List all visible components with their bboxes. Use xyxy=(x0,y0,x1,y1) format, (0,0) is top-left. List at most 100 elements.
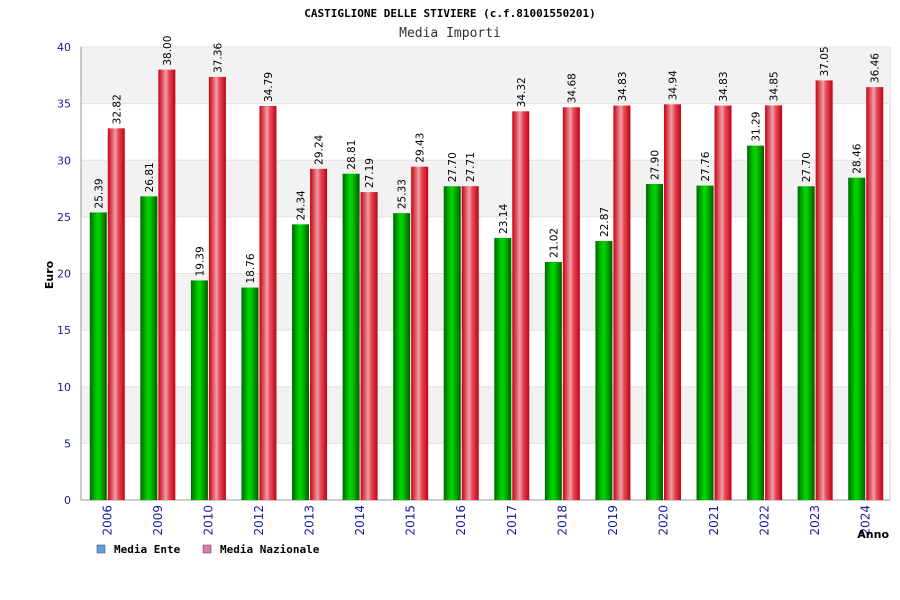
bar-media-nazionale xyxy=(765,105,783,500)
bar-media-ente xyxy=(494,237,512,500)
bar-media-nazionale xyxy=(714,105,732,501)
value-label: 29.24 xyxy=(314,134,326,164)
chart-title: CASTIGLIONE DELLE STIVIERE (c.f.81001550… xyxy=(304,7,595,20)
y-tick-label: 5 xyxy=(64,437,71,450)
y-tick-label: 10 xyxy=(57,381,71,394)
bar-media-ente xyxy=(342,173,360,500)
value-label: 27.19 xyxy=(364,158,376,188)
bar-media-nazionale xyxy=(866,87,884,500)
value-label: 25.33 xyxy=(397,179,409,209)
value-label: 24.34 xyxy=(296,190,308,220)
value-label: 34.79 xyxy=(263,72,275,102)
bar-media-ente xyxy=(544,261,562,500)
x-tick-label: 2017 xyxy=(505,505,519,536)
bar-media-ente xyxy=(241,287,259,500)
y-axis-ticks: 0 5 10 15 20 25 30 35 40 xyxy=(57,41,71,507)
legend-label-media-ente: Media Ente xyxy=(114,543,181,556)
value-label: 34.85 xyxy=(769,71,781,101)
value-label: 29.43 xyxy=(415,133,427,163)
bar-media-nazionale xyxy=(360,192,378,501)
value-label: 34.94 xyxy=(667,70,679,100)
bar-media-ente xyxy=(140,196,158,500)
legend-swatch-media-ente xyxy=(96,544,106,554)
bar-media-ente xyxy=(645,184,663,500)
value-label: 27.71 xyxy=(465,152,477,182)
value-label: 28.46 xyxy=(852,143,864,173)
x-tick-label: 2014 xyxy=(353,505,367,536)
bar-media-ente xyxy=(443,186,461,501)
value-label: 27.90 xyxy=(649,150,661,180)
value-label: 32.82 xyxy=(111,94,123,124)
legend-swatch-media-nazionale xyxy=(202,544,212,554)
value-label: 26.81 xyxy=(144,162,156,192)
bar-media-ente xyxy=(89,212,107,500)
x-tick-label: 2023 xyxy=(808,505,822,536)
bars xyxy=(89,69,884,501)
value-label: 28.81 xyxy=(346,140,358,170)
bar-media-ente xyxy=(292,224,310,501)
y-tick-label: 25 xyxy=(57,211,71,224)
bar-media-nazionale xyxy=(815,80,833,500)
value-label: 31.29 xyxy=(751,112,763,142)
bar-media-ente xyxy=(595,240,613,500)
value-label: 22.87 xyxy=(599,207,611,237)
bar-media-nazionale xyxy=(107,128,125,500)
x-tick-label: 2016 xyxy=(454,505,468,536)
bar-media-nazionale xyxy=(158,69,176,501)
value-label: 34.83 xyxy=(617,71,629,101)
bar-media-nazionale xyxy=(562,107,580,501)
value-label: 38.00 xyxy=(162,36,174,66)
value-label: 27.76 xyxy=(700,151,712,181)
bar-media-nazionale xyxy=(411,166,429,500)
bar-media-ente xyxy=(190,280,208,500)
value-label: 27.70 xyxy=(801,152,813,182)
value-label: 23.14 xyxy=(498,204,510,234)
x-tick-label: 2006 xyxy=(100,505,114,536)
bar-media-nazionale xyxy=(461,186,479,500)
bar-media-ente xyxy=(848,177,866,501)
y-tick-label: 40 xyxy=(57,41,71,54)
x-axis-label: Anno xyxy=(857,528,889,541)
value-labels: 25.39 32.82 26.81 38.00 19.39 37.36 18.76 34.79… xyxy=(93,36,881,284)
x-tick-label: 2018 xyxy=(555,505,569,536)
x-tick-label: 2021 xyxy=(707,505,721,536)
x-axis-ticks: 2006 2009 2010 2012 2013 2014 2015 2016 2017 2018… xyxy=(100,505,872,536)
value-label: 25.39 xyxy=(93,178,105,208)
y-tick-label: 15 xyxy=(57,324,71,337)
bar-media-nazionale xyxy=(208,76,226,500)
x-tick-label: 2009 xyxy=(151,505,165,536)
x-tick-label: 2024 xyxy=(859,505,873,536)
x-tick-label: 2013 xyxy=(303,505,317,536)
legend: Media Ente Media Nazionale xyxy=(96,543,320,556)
x-tick-label: 2022 xyxy=(758,505,772,536)
value-label: 27.70 xyxy=(447,152,459,182)
bar-media-ente xyxy=(797,186,815,501)
bar-media-nazionale xyxy=(512,111,530,501)
bar-media-ente xyxy=(696,185,714,501)
bar-media-ente xyxy=(747,145,765,500)
x-tick-label: 2015 xyxy=(404,505,418,536)
value-label: 18.76 xyxy=(245,253,257,283)
y-tick-label: 30 xyxy=(57,154,71,167)
value-label: 34.32 xyxy=(516,77,528,107)
y-tick-label: 0 xyxy=(64,494,71,507)
legend-label-media-nazionale: Media Nazionale xyxy=(220,543,320,556)
y-axis-label: Euro xyxy=(43,260,56,289)
y-tick-label: 20 xyxy=(57,268,71,281)
value-label: 37.05 xyxy=(819,46,831,76)
value-label: 19.39 xyxy=(194,246,206,276)
value-label: 36.46 xyxy=(870,53,882,83)
value-label: 34.68 xyxy=(566,73,578,103)
x-tick-label: 2020 xyxy=(656,505,670,536)
value-label: 37.36 xyxy=(212,43,224,73)
chart-subtitle: Media Importi xyxy=(399,26,501,41)
bar-media-nazionale xyxy=(613,105,631,501)
value-label: 21.02 xyxy=(548,228,560,258)
bar-media-nazionale xyxy=(310,168,328,500)
bar-media-ente xyxy=(393,213,411,500)
y-tick-label: 35 xyxy=(57,98,71,111)
x-tick-label: 2012 xyxy=(252,505,266,536)
value-label: 34.83 xyxy=(718,71,730,101)
bar-media-nazionale xyxy=(259,106,277,501)
